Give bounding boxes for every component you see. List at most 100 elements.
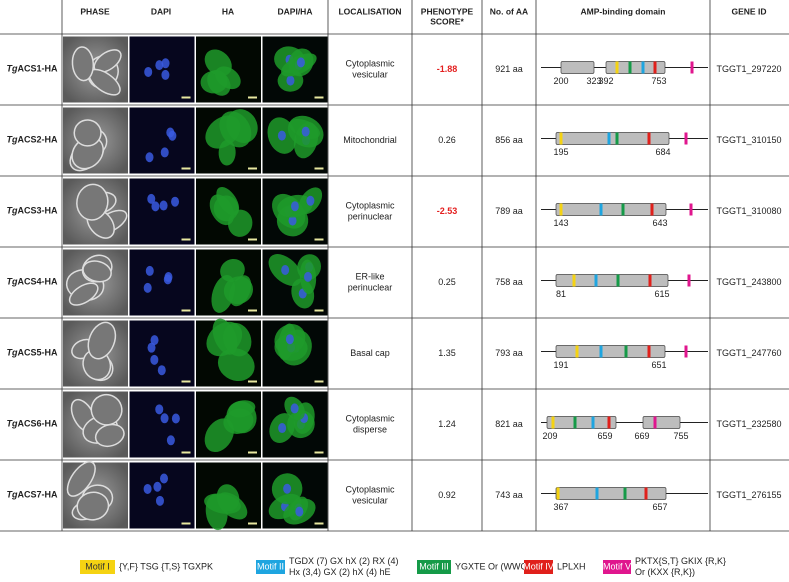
name-prefix: Tg bbox=[6, 419, 17, 429]
domain-label: 643 bbox=[652, 218, 667, 228]
legend-label: Motif II bbox=[257, 561, 284, 571]
motif bbox=[650, 203, 654, 216]
localisation: disperse bbox=[353, 424, 387, 434]
scale-bar bbox=[248, 522, 257, 525]
nucleus bbox=[303, 271, 312, 282]
localisation: vesicular bbox=[352, 69, 388, 79]
nucleus bbox=[171, 413, 180, 424]
domain-label: 651 bbox=[651, 360, 666, 370]
domain-label: 755 bbox=[673, 431, 688, 441]
domain-label: 367 bbox=[553, 502, 568, 512]
localisation: Cytoplasmic bbox=[345, 58, 395, 68]
phenotype-score: -1.88 bbox=[437, 64, 458, 74]
motif bbox=[616, 274, 620, 287]
motif bbox=[653, 61, 657, 74]
name-prefix: Tg bbox=[6, 206, 17, 216]
nucleus bbox=[160, 473, 169, 484]
nucleus bbox=[155, 60, 164, 71]
domain-box bbox=[642, 416, 681, 429]
nucleus bbox=[143, 483, 152, 494]
name: ACS7-HA bbox=[17, 490, 58, 500]
localisation: Basal cap bbox=[350, 348, 390, 358]
gene-id: TGGT1_276155 bbox=[716, 490, 781, 500]
cell bbox=[82, 260, 112, 283]
motif bbox=[621, 203, 625, 216]
column-header: AMP-binding domain bbox=[581, 6, 666, 16]
legend-swatch bbox=[603, 560, 631, 574]
nucleus bbox=[283, 483, 292, 494]
scale-bar bbox=[181, 167, 191, 170]
name: ACS5-HA bbox=[17, 348, 58, 358]
aa-length: 856 aa bbox=[495, 135, 523, 145]
scale-bar bbox=[314, 96, 324, 99]
motif bbox=[556, 487, 560, 500]
nucleus bbox=[161, 69, 170, 80]
nucleus bbox=[288, 215, 297, 226]
name: ACS1-HA bbox=[17, 64, 58, 74]
nucleus bbox=[296, 57, 305, 68]
domain-box bbox=[555, 203, 667, 216]
nucleus bbox=[286, 75, 295, 86]
domain-label: 191 bbox=[553, 360, 568, 370]
localisation: perinuclear bbox=[348, 211, 393, 221]
legend-description: Hx (3,4) GX (2) hX (4) hE bbox=[289, 567, 391, 577]
cell bbox=[204, 418, 234, 453]
cell bbox=[205, 115, 241, 149]
legend-swatch bbox=[256, 560, 285, 574]
column-header: SCORE* bbox=[430, 16, 464, 26]
nucleus bbox=[151, 201, 160, 212]
name-prefix: Tg bbox=[6, 135, 17, 145]
legend-label: Motif III bbox=[419, 561, 449, 571]
scale-bar bbox=[314, 167, 324, 170]
phenotype-score: 1.24 bbox=[438, 419, 456, 429]
nucleus bbox=[171, 196, 180, 207]
domain-box bbox=[555, 132, 670, 145]
legend-description: Or (KXX {R,K}) bbox=[635, 567, 695, 577]
motif bbox=[644, 487, 648, 500]
phenotype-score: 0.26 bbox=[438, 135, 456, 145]
motif bbox=[615, 61, 619, 74]
cell bbox=[71, 46, 95, 82]
motif bbox=[653, 416, 657, 429]
column-header: GENE ID bbox=[732, 6, 767, 16]
micrograph bbox=[129, 178, 195, 245]
motif bbox=[607, 416, 611, 429]
domain-label: 657 bbox=[652, 502, 667, 512]
micrograph bbox=[129, 320, 195, 387]
domain-box bbox=[555, 274, 669, 287]
motif bbox=[595, 487, 599, 500]
nucleus bbox=[166, 127, 175, 138]
nucleus bbox=[301, 126, 310, 137]
domain-box bbox=[555, 487, 667, 500]
localisation: perinuclear bbox=[348, 282, 393, 292]
construct-name: TgACS2-HA bbox=[6, 135, 58, 145]
nucleus bbox=[145, 265, 154, 276]
nucleus bbox=[145, 152, 154, 163]
localisation: vesicular bbox=[352, 495, 388, 505]
name: ACS4-HA bbox=[17, 277, 58, 287]
column-header: LOCALISATION bbox=[338, 6, 401, 16]
micrograph bbox=[129, 107, 195, 174]
scale-bar bbox=[181, 238, 191, 241]
legend-swatch bbox=[417, 560, 451, 574]
motif bbox=[594, 274, 598, 287]
name-prefix: Tg bbox=[6, 490, 17, 500]
nucleus bbox=[166, 435, 175, 446]
nucleus bbox=[150, 335, 159, 346]
nucleus bbox=[290, 201, 299, 212]
motif bbox=[684, 345, 688, 358]
name: ACS3-HA bbox=[17, 206, 58, 216]
domain-box bbox=[605, 61, 666, 74]
aa-length: 789 aa bbox=[495, 206, 523, 216]
name: ACS6-HA bbox=[17, 419, 58, 429]
cell bbox=[66, 461, 96, 497]
motif bbox=[687, 274, 691, 287]
domain-label: 669 bbox=[634, 431, 649, 441]
scale-bar bbox=[248, 451, 257, 454]
nucleus bbox=[277, 130, 286, 141]
scale-bar bbox=[314, 380, 324, 383]
micrograph bbox=[129, 391, 195, 458]
cell bbox=[204, 49, 232, 77]
legend-description: PKTX{S,T} GKIX {R,K} bbox=[635, 556, 726, 566]
micrograph bbox=[129, 249, 195, 316]
